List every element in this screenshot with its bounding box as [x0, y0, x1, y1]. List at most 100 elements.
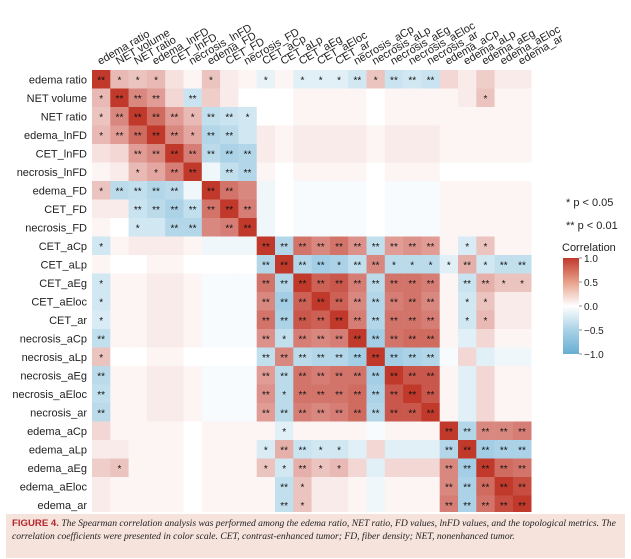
heatmap-cell: [275, 310, 294, 330]
significance-marker: **: [134, 205, 142, 216]
heatmap-cell: [311, 255, 331, 274]
heatmap-cell: [384, 458, 404, 478]
significance-marker: **: [225, 149, 233, 160]
heatmap-cell: [238, 477, 257, 496]
heatmap-cell: [366, 107, 386, 126]
heatmap-cell: [348, 440, 367, 459]
significance-marker: **: [500, 501, 508, 512]
significance-marker: **: [408, 75, 416, 86]
significance-marker: **: [116, 112, 124, 123]
significance-marker: **: [408, 371, 416, 382]
heatmap-cell: [238, 181, 257, 200]
row-label: necrosis_aEg: [20, 370, 87, 382]
significance-marker: **: [97, 334, 105, 345]
heatmap-cell: [92, 144, 111, 163]
heatmap-cell: [348, 255, 367, 274]
heatmap-cell: [384, 181, 404, 200]
significance-marker: **: [408, 242, 416, 253]
heatmap-cell: [348, 144, 367, 163]
heatmap-cell: [110, 88, 129, 108]
significance-marker: *: [99, 242, 103, 253]
heatmap-cell: [348, 162, 367, 182]
heatmap-cell: [311, 384, 331, 404]
significance-marker: *: [136, 75, 140, 86]
significance-marker: *: [99, 94, 103, 105]
heatmap-cell: [458, 329, 477, 348]
heatmap-cell: [275, 70, 294, 89]
heatmap-cell: [329, 273, 349, 293]
heatmap-cell: [403, 255, 422, 274]
heatmap-cell: [421, 107, 440, 126]
significance-marker: **: [134, 112, 142, 123]
significance-marker: **: [116, 94, 124, 105]
significance-marker: **: [244, 205, 252, 216]
heatmap-cell: [128, 421, 148, 441]
heatmap-cell: [311, 144, 331, 163]
heatmap-cell: [183, 347, 203, 367]
significance-marker: *: [99, 316, 103, 327]
significance-marker: **: [335, 316, 343, 327]
heatmap-cell: [348, 125, 367, 145]
heatmap-cell: [329, 495, 349, 512]
heatmap-cell: [311, 421, 331, 441]
heatmap-cell: [165, 310, 184, 330]
heatmap-cell: [183, 458, 203, 478]
heatmap-cell: [92, 421, 111, 441]
significance-marker: **: [353, 334, 361, 345]
heatmap-cell: [275, 144, 294, 163]
significance-marker: **: [390, 316, 398, 327]
heatmap-cell: [220, 125, 239, 145]
heatmap-cell: [366, 403, 386, 422]
significance-marker: **: [353, 279, 361, 290]
heatmap-cell: [439, 440, 459, 459]
heatmap-cell: [110, 125, 129, 145]
heatmap-cell: [220, 403, 239, 422]
heatmap-cell: [366, 255, 386, 274]
heatmap-cell: [439, 144, 459, 163]
significance-marker: **: [170, 186, 178, 197]
significance-marker: **: [335, 334, 343, 345]
heatmap-cell: [275, 347, 294, 367]
heatmap-cell: [256, 384, 276, 404]
heatmap-cell: [494, 181, 514, 200]
heatmap-cell: [110, 107, 129, 126]
significance-marker: **: [500, 260, 508, 271]
heatmap-cell: [183, 218, 203, 237]
heatmap-cell: [92, 181, 111, 200]
significance-marker: **: [427, 75, 435, 86]
heatmap-cell: [238, 310, 257, 330]
heatmap-cell: [128, 125, 148, 145]
heatmap-cell: [92, 458, 111, 478]
heatmap-cell: [293, 347, 312, 367]
heatmap-cell: [92, 477, 111, 496]
heatmap-cell: [311, 366, 331, 385]
heatmap-cell: [238, 366, 257, 385]
heatmap-cell: [476, 218, 495, 237]
significance-marker: **: [427, 371, 435, 382]
heatmap-cell: [293, 440, 312, 459]
legend-tick-label: −1.0: [584, 350, 604, 361]
heatmap-cell: [512, 199, 532, 219]
significance-marker: **: [463, 445, 471, 456]
heatmap-cell: [293, 329, 312, 348]
significance-marker: **: [427, 390, 435, 401]
heatmap-cell: [494, 403, 514, 422]
heatmap-cell: [403, 218, 422, 237]
heatmap-cell: [476, 495, 495, 512]
row-label: CET_ar: [49, 315, 87, 327]
heatmap-cell: [110, 458, 129, 478]
heatmap-cell: [183, 199, 203, 219]
heatmap-cell: [439, 125, 459, 145]
heatmap-cell: [348, 70, 367, 89]
heatmap-cell: [384, 292, 404, 311]
heatmap-cell: [238, 236, 257, 256]
heatmap-cell: [128, 310, 148, 330]
significance-marker: *: [154, 75, 158, 86]
heatmap-cell: [293, 162, 312, 182]
significance-marker: **: [280, 242, 288, 253]
heatmap-cell: [311, 458, 331, 478]
heatmap-cell: [256, 70, 276, 89]
heatmap-cell: [256, 144, 276, 163]
row-label: necrosis_aCp: [20, 333, 87, 345]
significance-marker: **: [280, 316, 288, 327]
